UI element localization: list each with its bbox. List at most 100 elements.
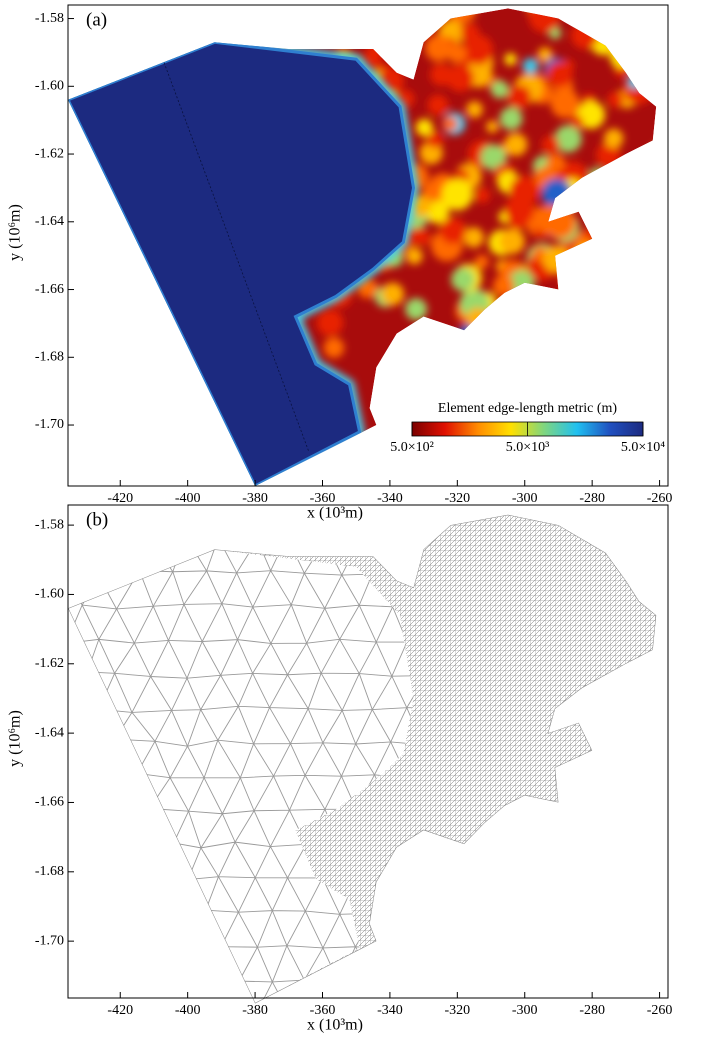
hotspot: [573, 326, 590, 343]
hotspot: [428, 95, 449, 116]
hotspot: [611, 285, 633, 307]
hotspot: [554, 125, 581, 152]
hotspot: [627, 287, 653, 313]
hotspot: [475, 255, 489, 269]
hotspot: [324, 337, 345, 358]
x-tick-label: -280: [579, 1003, 605, 1018]
hotspot: [650, 155, 679, 184]
hotspot: [421, 330, 450, 359]
hotspot: [566, 313, 596, 343]
x-tick-label: -320: [444, 491, 470, 506]
hotspot: [464, 227, 484, 247]
x-tick-label: -300: [512, 491, 538, 506]
hotspot: [523, 58, 539, 74]
y-tick-label: -1.68: [35, 350, 64, 365]
hotspot: [637, 0, 649, 12]
hotspot: [504, 53, 516, 65]
hotspot: [619, 315, 651, 347]
x-tick-label: -340: [377, 1003, 403, 1018]
hotspot: [550, 89, 579, 118]
hotspot: [629, 225, 655, 251]
figure: Element edge-length metric (m)5.0×10²5.0…: [0, 0, 705, 1038]
hotspot: [443, 117, 458, 132]
hotspot: [425, 34, 452, 61]
x-tick-label: -420: [107, 1003, 133, 1018]
hotspot: [412, 10, 431, 29]
y-tick-label: -1.58: [35, 517, 64, 532]
hotspot: [514, 320, 541, 347]
hotspot: [440, 218, 466, 244]
x-tick-label: -260: [647, 1003, 673, 1018]
hotspot: [653, 51, 668, 66]
hotspot: [613, 307, 630, 324]
hotspot: [323, 0, 340, 15]
y-tick-label: -1.68: [35, 864, 64, 879]
hotspot: [606, 24, 626, 44]
x-tick-label: -400: [175, 1003, 201, 1018]
hotspot: [608, 7, 629, 28]
colorbar-tick-label: 5.0×10⁴: [621, 440, 665, 455]
y-tick-label: -1.60: [35, 587, 64, 602]
hotspot: [447, 65, 474, 92]
hotspot: [608, 92, 624, 108]
hotspot: [635, 251, 648, 264]
hotspot: [631, 63, 653, 85]
hotspot: [571, 22, 598, 49]
hotspot: [642, 297, 658, 313]
y-tick-label: -1.70: [35, 933, 64, 948]
hotspot: [328, 21, 352, 45]
hotspot: [617, 217, 637, 237]
hotspot: [547, 61, 573, 87]
hotspot: [629, 213, 648, 232]
hotspot: [616, 41, 642, 67]
hotspot: [633, 168, 657, 192]
hotspot: [614, 275, 635, 296]
hotspot: [560, 298, 589, 327]
hotspot: [650, 140, 682, 172]
hotspot: [562, 252, 575, 265]
hotspot: [549, 335, 565, 351]
y-tick-label: -1.60: [35, 79, 64, 94]
hotspot: [644, 305, 668, 329]
hotspot: [499, 297, 527, 325]
hotspot: [628, 268, 658, 298]
hotspot: [641, 194, 658, 211]
hotspot: [650, 32, 666, 48]
hotspot: [628, 295, 658, 325]
hotspot: [499, 229, 525, 255]
hotspot: [638, 7, 651, 20]
x-axis-title: x (10³m): [307, 505, 363, 522]
hotspot: [539, 315, 555, 331]
y-tick-label: -1.66: [35, 795, 64, 810]
hotspot: [504, 133, 527, 156]
hotspot: [619, 31, 649, 61]
y-tick-label: -1.62: [35, 656, 64, 671]
hotspot: [597, 11, 622, 36]
hotspot: [412, 329, 442, 359]
hotspot: [641, 63, 670, 92]
hotspot: [610, 47, 632, 69]
y-tick-label: -1.70: [35, 417, 64, 432]
hotspot: [593, 301, 607, 315]
hotspot: [491, 80, 509, 98]
hotspot: [467, 308, 489, 330]
hotspot: [604, 129, 623, 148]
hotspot: [466, 101, 483, 118]
hotspot: [604, 175, 635, 206]
hotspot: [613, 337, 633, 357]
hotspot: [442, 179, 474, 211]
colorbar-tick-label: 5.0×10²: [390, 440, 434, 455]
panel: -420-400-380-360-340-320-300-280-260-1.5…: [7, 501, 673, 1034]
hotspot: [457, 323, 487, 353]
hotspot: [559, 266, 583, 290]
hotspot: [509, 176, 539, 206]
hotspot: [566, 296, 589, 319]
hotspot: [593, 283, 609, 299]
y-tick-label: -1.64: [35, 725, 64, 740]
hotspot: [638, 236, 664, 262]
hotspot: [451, 268, 475, 292]
hotspot: [597, 200, 616, 219]
panel-label: (b): [86, 509, 108, 530]
x-tick-label: -400: [175, 491, 201, 506]
hotspot: [626, 250, 639, 263]
